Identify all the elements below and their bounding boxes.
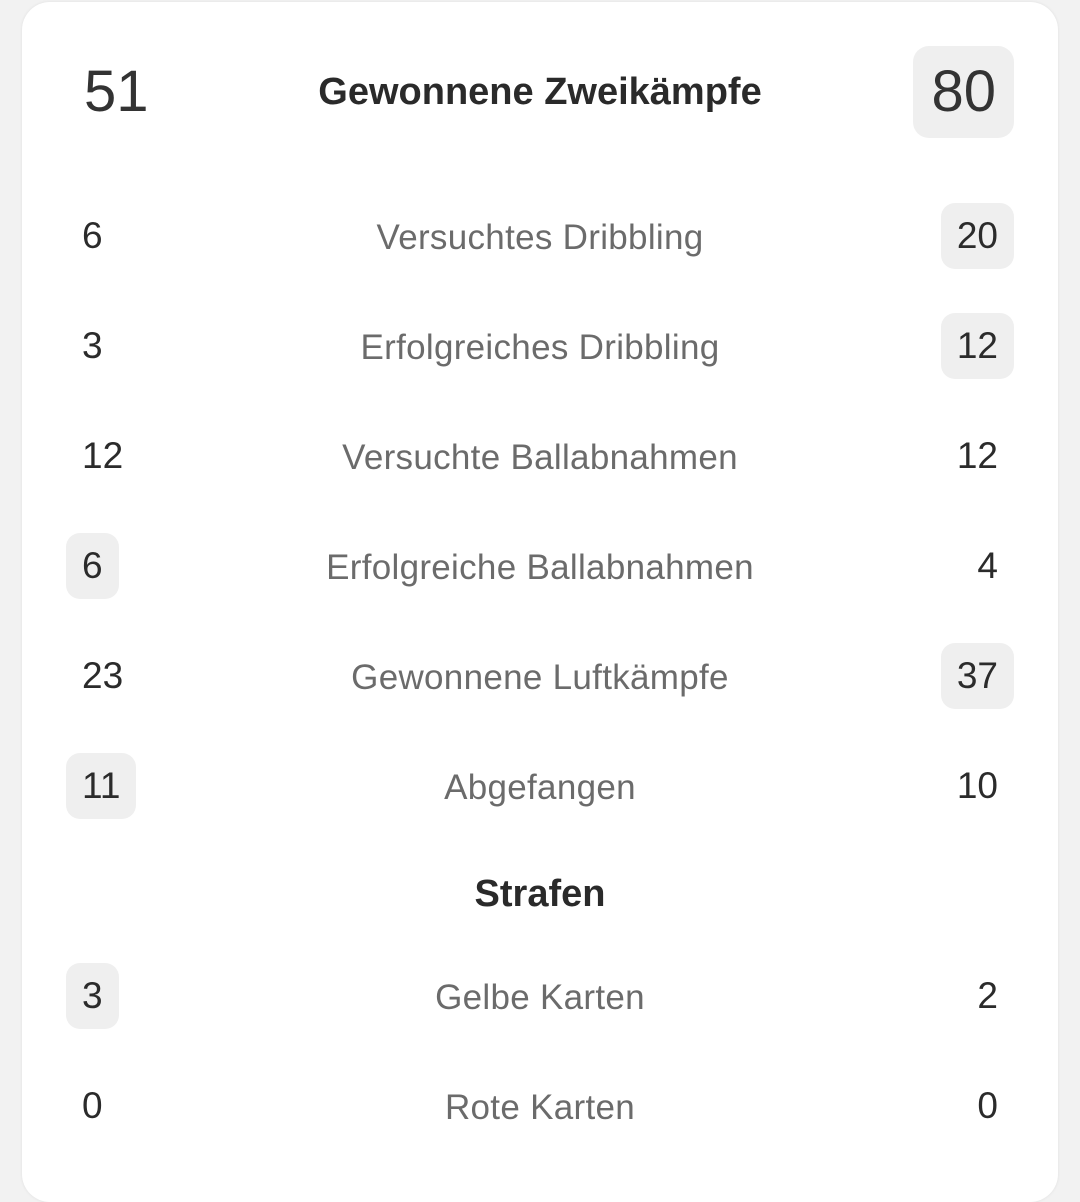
stat-label: Versuchte Ballabnahmen (342, 438, 738, 477)
stat-label: Gewonnene Luftkämpfe (351, 658, 729, 697)
away-value: 20 (940, 203, 1014, 269)
section-title-penalties: Strafen (474, 873, 606, 915)
away-value: 12 (956, 435, 998, 476)
stat-row-interceptions: 11 Abgefangen 10 (22, 753, 1058, 823)
away-value: 12 (940, 313, 1014, 379)
stat-label: Rote Karten (444, 1088, 636, 1127)
stat-label: Abgefangen (444, 768, 636, 807)
away-value: 10 (956, 765, 998, 806)
home-value: 12 (82, 435, 124, 476)
stat-row-tackles-successful: 6 Erfolgreiche Ballabnahmen 4 (22, 533, 1058, 603)
home-value: 3 (66, 963, 119, 1029)
stat-label: Versuchtes Dribbling (376, 218, 704, 257)
stat-row-dribbles-successful: 3 Erfolgreiches Dribbling 12 (22, 313, 1058, 383)
away-value: 2 (977, 975, 998, 1016)
home-value: 23 (82, 655, 124, 696)
home-value: 0 (82, 1085, 103, 1126)
stat-row-dribbles-attempted: 6 Versuchtes Dribbling 20 (22, 203, 1058, 273)
away-value: 80 (913, 46, 1014, 138)
stat-label: Erfolgreiches Dribbling (360, 328, 720, 367)
stat-row-tackles-attempted: 12 Versuchte Ballabnahmen 12 (22, 423, 1058, 493)
stat-label: Gelbe Karten (435, 978, 645, 1017)
home-value: 6 (82, 215, 103, 256)
stat-row-duels-won: 51 Gewonnene Zweikämpfe 80 (22, 46, 1058, 138)
stat-label: Erfolgreiche Ballabnahmen (326, 548, 754, 587)
home-value: 51 (84, 59, 149, 124)
home-value: 3 (82, 325, 103, 366)
stats-card: 51 Gewonnene Zweikämpfe 80 6 Versuchtes … (22, 2, 1058, 1202)
home-value: 6 (66, 533, 119, 599)
stat-label: Gewonnene Zweikämpfe (318, 71, 762, 113)
away-value: 37 (940, 643, 1014, 709)
away-value: 0 (977, 1085, 998, 1126)
stat-row-yellow-cards: 3 Gelbe Karten 2 (22, 963, 1058, 1033)
home-value: 11 (66, 753, 137, 819)
stat-row-aerials-won: 23 Gewonnene Luftkämpfe 37 (22, 643, 1058, 713)
stat-row-red-cards: 0 Rote Karten 0 (22, 1073, 1058, 1143)
away-value: 4 (977, 545, 998, 586)
